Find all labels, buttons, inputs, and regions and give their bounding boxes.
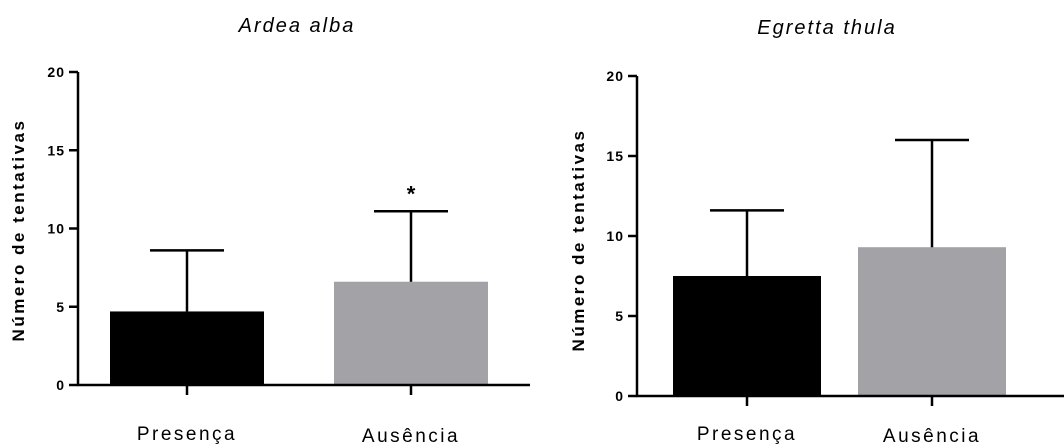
chart-title: Ardea alba <box>238 15 356 37</box>
bar-2 <box>334 281 488 385</box>
y-axis-label: Número de tentativas <box>9 119 28 342</box>
y-tick-label: 20 <box>606 68 624 84</box>
x-tick-label: Ausência <box>883 426 981 445</box>
y-tick-label: 20 <box>47 64 65 80</box>
axes-group <box>69 70 530 395</box>
x-tick-label: Ausência <box>362 426 460 445</box>
y-tick-label: 0 <box>615 388 624 404</box>
x-tick-label: Presença <box>697 424 797 445</box>
bar-2 <box>858 247 1006 396</box>
chart-panel-egretta-thula: Egretta thula Número de tentativas 0 5 10 1… <box>569 17 1064 445</box>
significance-marker: * <box>407 181 416 206</box>
chart-panel-ardea-alba: Ardea alba Número de tentativas * 0 5 10 15 2… <box>9 15 530 445</box>
axes-group <box>628 74 1064 406</box>
y-axis-label: Número de tentativas <box>569 129 588 352</box>
bar-1 <box>673 276 821 396</box>
chart-title: Egretta thula <box>757 17 896 39</box>
y-tick-label: 15 <box>47 142 65 158</box>
bar-1 <box>110 311 264 385</box>
y-tick-label: 10 <box>47 221 65 237</box>
error-bars-group <box>710 138 969 276</box>
tick-labels-group: 0 5 10 15 20 Presença Ausência <box>606 68 981 445</box>
tick-labels-group: * 0 5 10 15 20 Presença Ausência <box>47 64 460 445</box>
y-tick-label: 15 <box>606 148 624 164</box>
y-tick-label: 0 <box>56 377 65 393</box>
y-tick-label: 5 <box>615 308 624 324</box>
y-tick-label: 5 <box>56 299 65 315</box>
x-tick-label: Presença <box>137 424 237 445</box>
bars-group <box>673 247 1006 396</box>
error-bars-group <box>150 210 448 312</box>
bars-group <box>110 281 488 385</box>
y-tick-label: 10 <box>606 228 624 244</box>
